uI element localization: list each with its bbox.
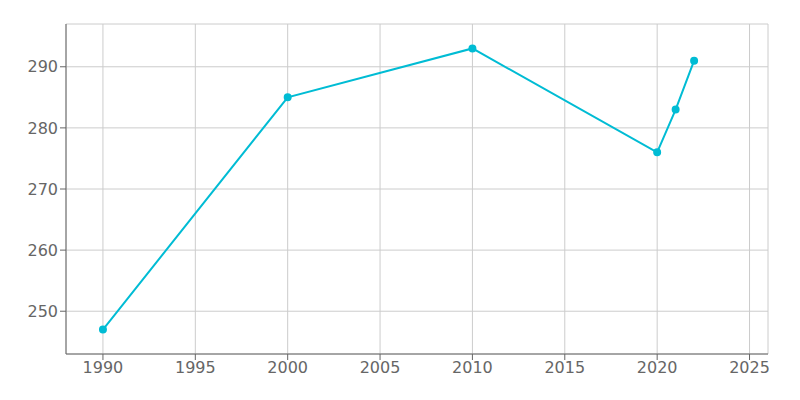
svg-text:270: 270 xyxy=(27,180,58,199)
svg-text:260: 260 xyxy=(27,241,58,260)
svg-text:2025: 2025 xyxy=(729,358,770,377)
svg-text:280: 280 xyxy=(27,119,58,138)
svg-text:1990: 1990 xyxy=(83,358,124,377)
svg-text:2020: 2020 xyxy=(637,358,678,377)
svg-text:2005: 2005 xyxy=(360,358,401,377)
svg-text:1995: 1995 xyxy=(175,358,216,377)
svg-text:250: 250 xyxy=(27,302,58,321)
svg-text:2015: 2015 xyxy=(544,358,585,377)
svg-text:290: 290 xyxy=(27,57,58,76)
svg-text:2010: 2010 xyxy=(452,358,493,377)
svg-text:2000: 2000 xyxy=(267,358,308,377)
